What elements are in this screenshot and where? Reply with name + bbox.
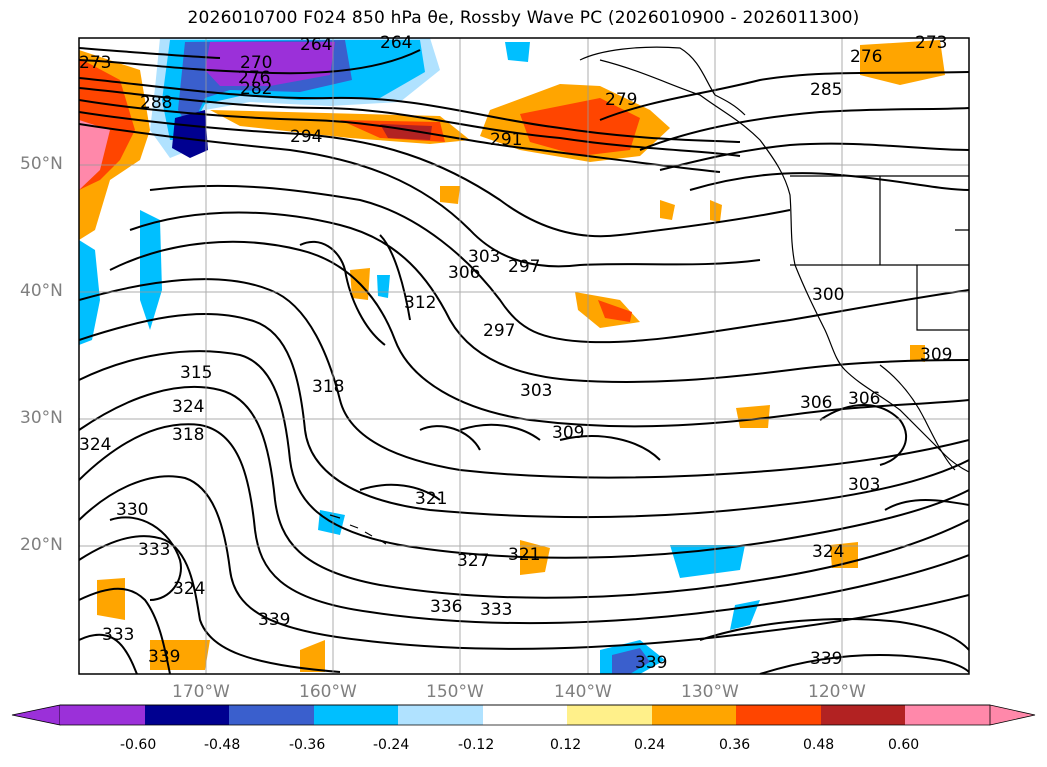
contour-label: 330 [116,500,148,520]
contour-label: 339 [635,653,667,673]
contour-label: 279 [605,90,637,110]
contour-label: 324 [812,542,844,562]
contour-label: 333 [102,625,134,645]
contour-label: 273 [915,33,947,53]
contour-label: 303 [848,475,880,495]
contour-label: 339 [148,647,180,667]
colorbar-segment [905,705,990,725]
map-title: 2026010700 F024 850 hPa θe, Rossby Wave … [187,8,860,28]
contour-label: 324 [79,435,111,455]
contour-label: 264 [300,35,332,55]
contour-label: 324 [173,579,205,599]
contour-label: 270 [240,53,272,73]
colorbar [11,704,1036,726]
hawaii-islands [329,514,387,545]
alaska-coast [579,46,746,116]
lon-label-170w: 170°W [172,682,230,702]
contour-label: 306 [448,263,480,283]
state-borders [790,175,969,331]
colorbar-tick-label: 0.60 [888,737,920,753]
contour-label: 324 [172,397,204,417]
colorbar-segment [229,705,314,725]
contour-label: 300 [812,285,844,305]
contour-label: 333 [480,600,512,620]
colorbar-segment [398,705,483,725]
contour-label: 273 [79,53,111,73]
baja-coast [879,364,956,471]
contour-label: 333 [138,540,170,560]
contour-label: 291 [490,130,522,150]
colorbar-segment [652,705,736,725]
contour-label: 321 [415,489,447,509]
contour-label: 282 [240,79,272,99]
contour-labels: 264 264 270 276 282 288 294 273 291 279 … [79,33,952,673]
colorbar-segment [567,705,652,725]
contour-label: 264 [380,33,412,53]
contour-label: 306 [800,393,832,413]
contour-label: 297 [508,257,540,277]
colorbar-segment [989,704,1036,726]
contour-label: 321 [508,545,540,565]
contour-label: 336 [430,597,462,617]
contour-label: 288 [140,93,172,113]
contour-label: 303 [468,247,500,267]
contour-label: 327 [457,551,489,571]
north-america-coast [599,59,969,473]
contour-label: 306 [848,389,880,409]
lat-lon-grid [79,38,969,674]
lat-label-50: 50°N [20,154,63,174]
shaded-anomalies [79,38,945,674]
colorbar-segment [483,705,567,725]
colorbar-tick-label: 0.12 [550,737,582,753]
contour-label: 315 [180,363,212,383]
lon-label-150w: 150°W [426,682,484,702]
contour-label: 297 [483,321,515,341]
coastlines [329,46,969,545]
colorbar-segment [145,705,229,725]
contour-label: 276 [238,68,270,88]
contour-label: 339 [810,649,842,669]
colorbar-tick-label: -0.12 [458,737,495,753]
colorbar-segment [314,705,398,725]
lon-label-130w: 130°W [681,682,739,702]
contour-label: 294 [290,127,322,147]
contour-label: 309 [552,423,584,443]
lat-label-40: 40°N [20,281,63,301]
colorbar-tick-label: -0.60 [120,737,157,753]
colorbar-segment [821,705,905,725]
contour-label: 276 [850,47,882,67]
contour-label: 312 [404,293,436,313]
lon-label-120w: 120°W [808,682,866,702]
colorbar-tick-label: -0.36 [289,737,326,753]
contour-label: 318 [172,425,204,445]
lon-label-160w: 160°W [299,682,357,702]
contour-label: 309 [920,345,952,365]
lon-label-140w: 140°W [554,682,612,702]
colorbar-tick-label: 0.48 [803,737,835,753]
contour-label: 318 [312,377,344,397]
colorbar-tick-label: 0.24 [634,737,666,753]
colorbar-segment [60,705,145,725]
lat-label-30: 30°N [20,408,63,428]
contour-label: 285 [810,80,842,100]
colorbar-tick-label: -0.24 [373,737,410,753]
lat-label-20: 20°N [20,535,63,555]
colorbar-segment [736,705,821,725]
colorbar-tick-label: -0.48 [204,737,241,753]
colorbar-segment [11,704,61,726]
contour-label: 303 [520,381,552,401]
contour-label: 339 [258,610,290,630]
colorbar-tick-label: 0.36 [719,737,751,753]
